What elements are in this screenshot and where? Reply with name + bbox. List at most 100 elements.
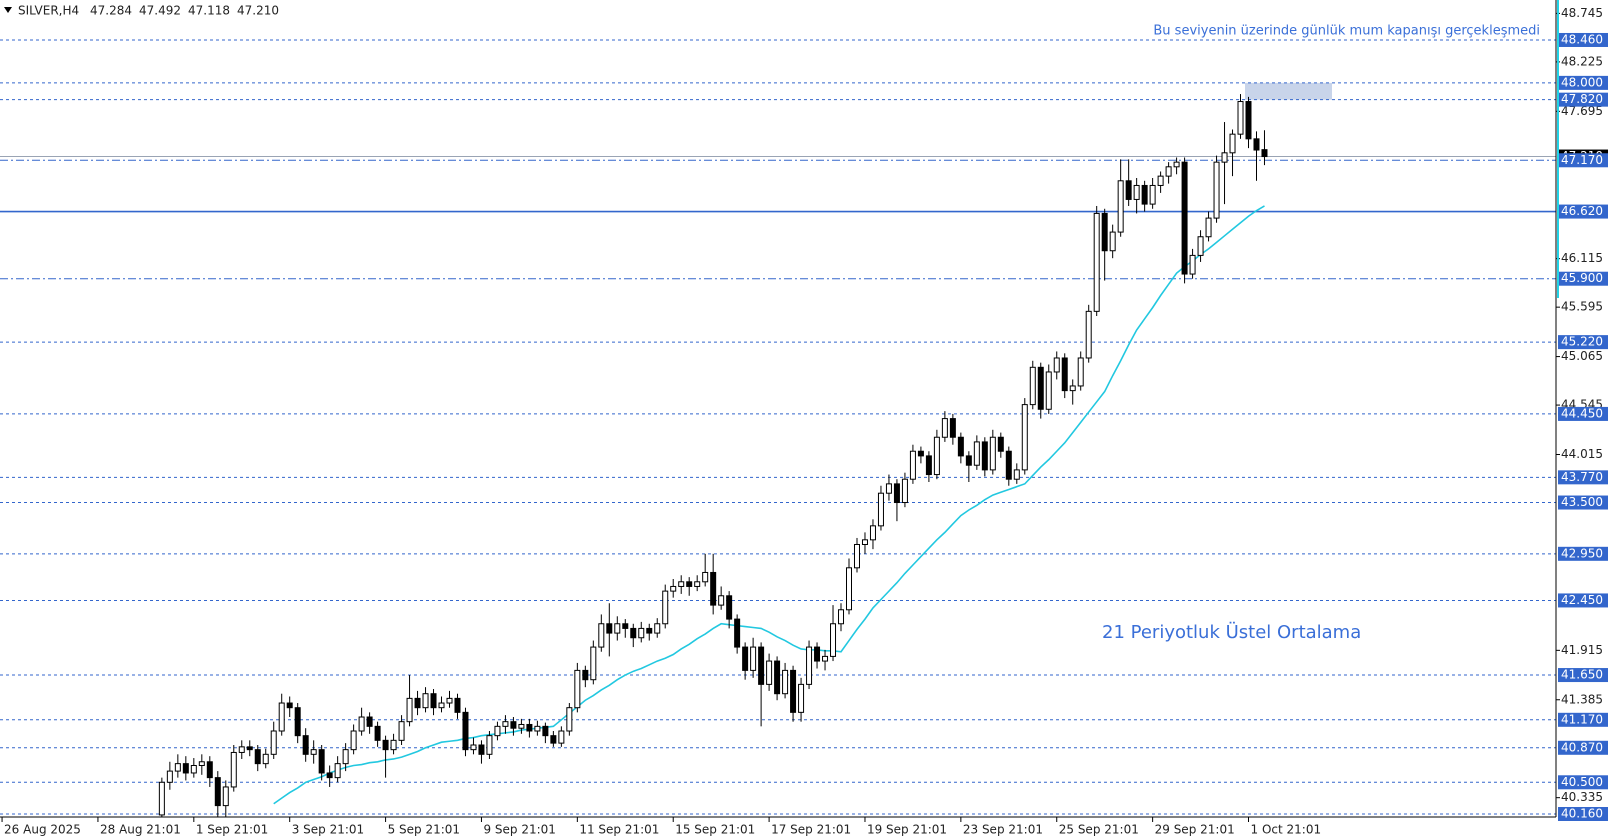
candle-body: [678, 581, 685, 587]
level-label: 40.870: [1561, 740, 1603, 754]
candle-body: [1085, 310, 1092, 359]
candle-body: [582, 669, 589, 681]
candle-body: [1069, 385, 1076, 392]
candle-body: [925, 455, 932, 476]
x-tick-label: 1 Oct 21:01: [1251, 823, 1322, 837]
candle-body: [742, 646, 749, 671]
candle-body: [1133, 184, 1140, 200]
level-label-bg: [1558, 712, 1608, 727]
y-tick-label: 45.065: [1561, 349, 1603, 363]
x-tick-label: 3 Sep 21:01: [292, 823, 364, 837]
candle-body: [1189, 254, 1196, 275]
candle-body: [494, 725, 501, 737]
candle-body: [766, 660, 773, 685]
candle-body: [1053, 357, 1060, 373]
candle-body: [454, 697, 461, 713]
candle-body: [558, 730, 565, 744]
candle-body: [430, 693, 437, 709]
candle-body: [750, 646, 757, 671]
zone: [1245, 82, 1332, 100]
candle-body: [446, 697, 453, 704]
candle-body: [502, 721, 509, 727]
level-label: 42.950: [1561, 546, 1603, 560]
axes: 48.74548.22547.69546.11545.59545.06544.5…: [1, 6, 1608, 837]
candle-body: [270, 730, 277, 755]
candle-body: [238, 746, 245, 753]
candle-body: [1205, 217, 1212, 238]
x-tick-label: 26 Aug 2025: [4, 823, 81, 837]
candle-body: [470, 744, 477, 751]
candle-body: [686, 581, 693, 587]
candle-body: [318, 749, 325, 774]
x-tick-label: 9 Sep 21:01: [483, 823, 555, 837]
annotation: Bu seviyenin üzerinde günlük mum kapanış…: [1153, 24, 1540, 39]
level-label-bg: [1558, 807, 1608, 821]
candle-body: [758, 646, 765, 685]
level-label: 44.450: [1561, 406, 1603, 420]
candle-body: [390, 739, 397, 751]
level-label: 48.460: [1561, 32, 1603, 46]
candle-body: [1117, 180, 1124, 233]
quote-open: 47.284: [90, 4, 132, 18]
candle-body: [853, 543, 860, 569]
candle-body: [814, 646, 821, 662]
candle-body: [334, 763, 341, 779]
candle-body: [462, 711, 469, 751]
candle-body: [614, 623, 621, 634]
level-label: 43.500: [1561, 495, 1603, 509]
x-tick-label: 25 Sep 21:01: [1059, 823, 1139, 837]
candle-body: [230, 751, 237, 788]
quote-close: 47.210: [237, 4, 279, 18]
candle-body: [1093, 212, 1100, 312]
level-label-bg: [1558, 775, 1608, 790]
candle-body: [949, 418, 956, 438]
level-label-bg: [1558, 593, 1608, 608]
candle-body: [358, 716, 365, 732]
candle-body: [1237, 101, 1244, 135]
candle-body: [406, 697, 413, 723]
candle-body: [262, 753, 269, 765]
level-label: 42.450: [1561, 593, 1603, 607]
candle-body: [190, 765, 197, 774]
candle-body: [294, 707, 301, 737]
candle-body: [206, 761, 213, 779]
level-label: 46.620: [1561, 204, 1603, 218]
candle-body: [670, 585, 677, 592]
candle-body: [790, 669, 797, 713]
candle-body: [342, 749, 349, 765]
level-label: 40.500: [1561, 775, 1603, 789]
candle-body: [486, 735, 493, 755]
quote-high: 47.492: [139, 4, 181, 18]
candle-body: [782, 669, 789, 695]
candle-body: [1221, 152, 1228, 163]
candle-body: [965, 455, 972, 466]
candle-body: [574, 669, 581, 709]
candle-body: [534, 725, 541, 732]
y-tick-label: 47.695: [1561, 104, 1603, 118]
candle-body: [382, 739, 389, 751]
candle-body: [774, 660, 781, 695]
candle-body: [630, 627, 637, 639]
candle-body: [246, 746, 253, 751]
candle-body: [734, 618, 741, 648]
candle-body: [1173, 161, 1180, 168]
candle-body: [830, 623, 837, 657]
candle-body: [638, 627, 645, 639]
x-tick-label: 28 Aug 21:01: [100, 823, 181, 837]
candle-body: [1253, 138, 1260, 151]
level-label-bg: [1558, 406, 1608, 421]
candle-body: [598, 623, 605, 648]
candle-body: [566, 707, 573, 732]
candle-body: [981, 441, 988, 471]
candle-body: [478, 744, 485, 755]
candle-body: [1077, 357, 1084, 387]
candle-body: [222, 786, 229, 807]
header: SILVER,H4 47.284 47.492 47.118 47.210: [18, 4, 279, 18]
level-label: 48.000: [1561, 75, 1603, 89]
candle-body: [702, 571, 709, 583]
candle-body: [917, 450, 924, 457]
candle-body: [806, 646, 813, 685]
x-tick-label: 1 Sep 21:01: [196, 823, 268, 837]
